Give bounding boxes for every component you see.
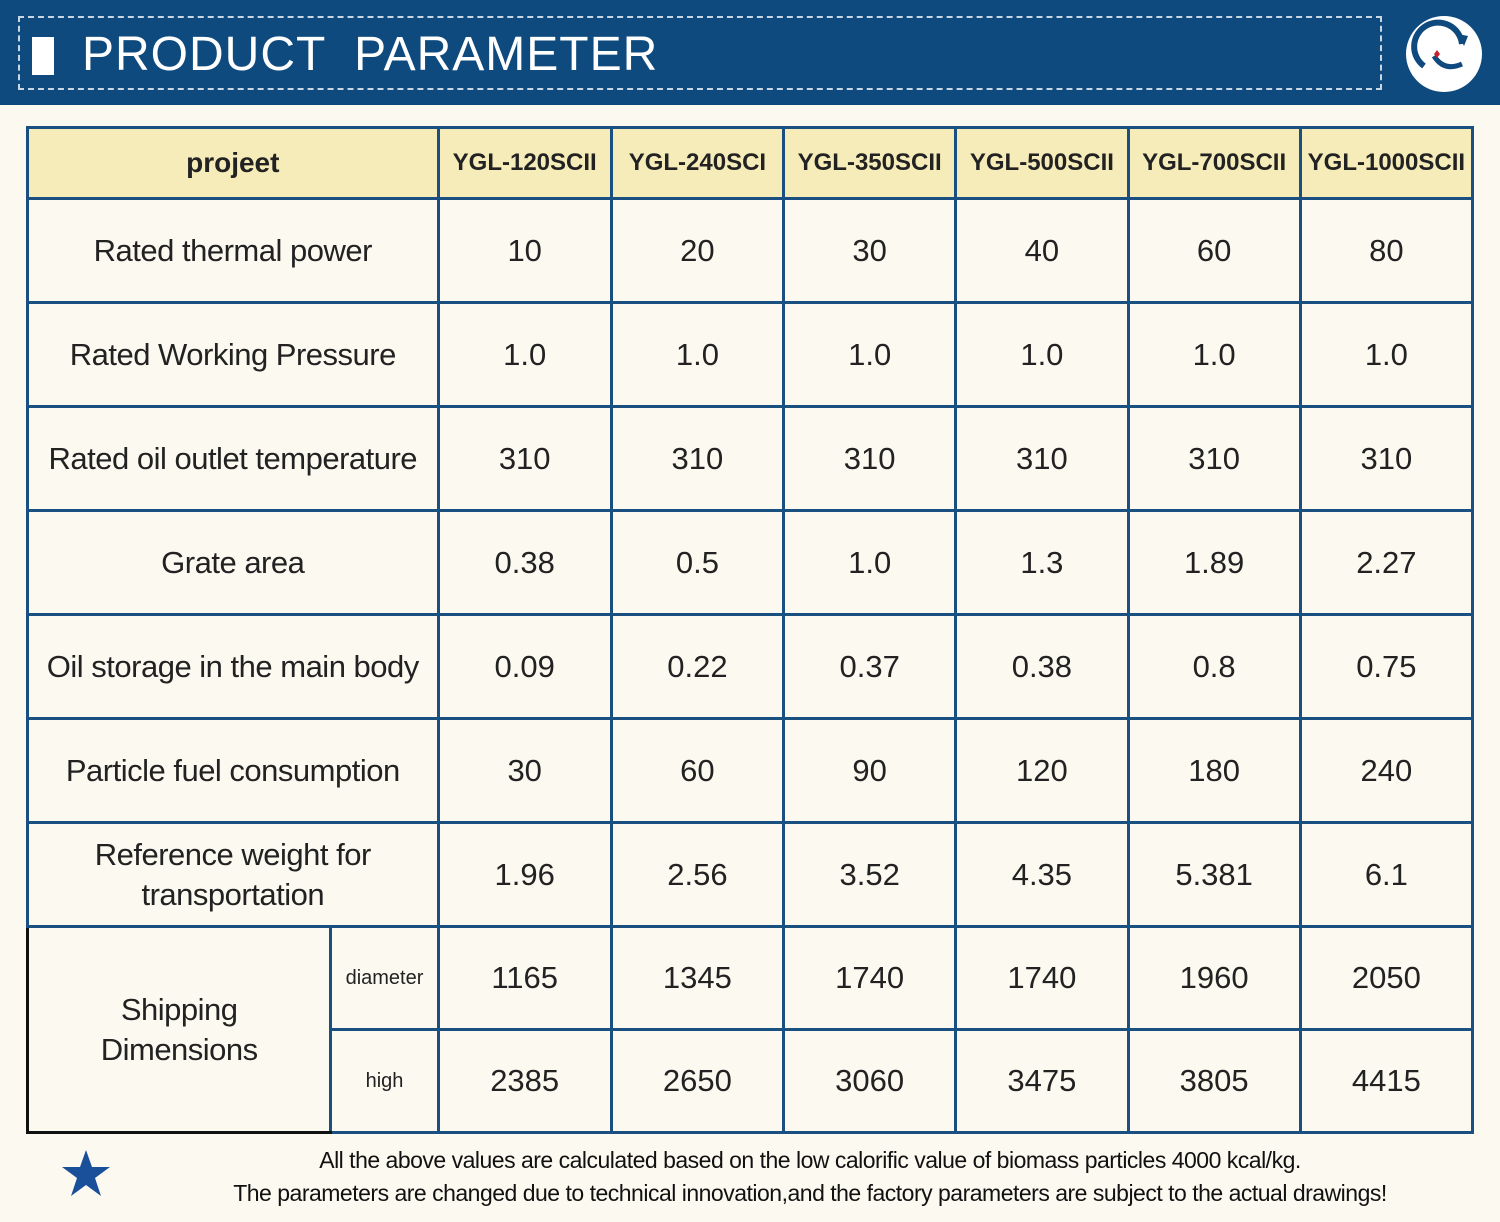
table-cell: 310 bbox=[954, 405, 1130, 512]
header-banner: PRODUCT PARAMETER bbox=[0, 0, 1500, 105]
table-cell: 1.0 bbox=[954, 301, 1130, 408]
table-cell: 2650 bbox=[609, 1028, 786, 1134]
table-cell: 2.27 bbox=[1298, 509, 1475, 616]
table-cell: 1.0 bbox=[782, 509, 958, 616]
page-title: PRODUCT PARAMETER bbox=[82, 28, 659, 81]
table-row: high 2385 2650 3060 3475 3805 4415 bbox=[28, 1028, 1475, 1134]
table-cell: 0.38 bbox=[436, 509, 613, 616]
table-cell: 310 bbox=[1126, 405, 1302, 512]
table-cell: 0.09 bbox=[436, 613, 613, 720]
table-cell: 310 bbox=[1298, 405, 1475, 512]
row-label: Grate area bbox=[26, 509, 440, 616]
table-row: Rated oil outlet temperature 310 310 310… bbox=[26, 405, 1475, 512]
table-row: Reference weight for transportation 1.96… bbox=[26, 821, 1475, 928]
corner-label: projeet bbox=[26, 126, 440, 200]
table-cell: 1.96 bbox=[436, 821, 613, 928]
row-label: Rated thermal power bbox=[26, 197, 440, 304]
model-header: YGL-700SCII bbox=[1126, 126, 1302, 200]
table-cell: 1960 bbox=[1126, 925, 1302, 1031]
star-icon bbox=[62, 1150, 110, 1196]
model-header: YGL-1000SCII bbox=[1298, 126, 1475, 200]
table-cell: 0.75 bbox=[1298, 613, 1475, 720]
table-cell: 0.38 bbox=[954, 613, 1130, 720]
table-cell: 1.3 bbox=[954, 509, 1130, 616]
row-label-line: transportation bbox=[141, 876, 325, 912]
footnote-text: All the above values are calculated base… bbox=[122, 1144, 1498, 1210]
table-cell: 1.0 bbox=[782, 301, 958, 408]
model-header: YGL-500SCII bbox=[954, 126, 1130, 200]
table-cell: 3060 bbox=[782, 1028, 958, 1134]
table-row: Rated Working Pressure 1.0 1.0 1.0 1.0 1… bbox=[26, 301, 1475, 408]
table-cell: 1.0 bbox=[1298, 301, 1475, 408]
model-header: YGL-350SCII bbox=[782, 126, 958, 200]
table-cell: 40 bbox=[954, 197, 1130, 304]
table-cell: 310 bbox=[436, 405, 613, 512]
table-cell: 1740 bbox=[954, 925, 1130, 1031]
table-cell: 120 bbox=[954, 717, 1130, 824]
table-row: Shipping Dimensions diameter 1165 1345 1… bbox=[25, 925, 1475, 1134]
table-row: Particle fuel consumption 30 60 90 120 1… bbox=[26, 717, 1475, 824]
model-header: YGL-240SCI bbox=[609, 126, 786, 200]
table-cell: 240 bbox=[1298, 717, 1475, 824]
table-cell: 90 bbox=[782, 717, 958, 824]
table-cell: 0.8 bbox=[1126, 613, 1302, 720]
table-cell: 30 bbox=[436, 717, 613, 824]
table-row: Rated thermal power 10 20 30 40 60 80 bbox=[26, 197, 1475, 304]
table-cell: 1.89 bbox=[1126, 509, 1302, 616]
table-cell: 2050 bbox=[1298, 925, 1475, 1031]
table-cell: 1.0 bbox=[436, 301, 613, 408]
table-cell: 0.22 bbox=[609, 613, 786, 720]
table-cell: 80 bbox=[1298, 197, 1475, 304]
table-cell: 1.0 bbox=[609, 301, 786, 408]
table-row: Grate area 0.38 0.5 1.0 1.3 1.89 2.27 bbox=[26, 509, 1475, 616]
table-cell: 3475 bbox=[954, 1028, 1130, 1134]
shipping-dimensions-label: Shipping Dimensions bbox=[25, 925, 333, 1134]
table-cell: 3.52 bbox=[782, 821, 958, 928]
table-cell: 20 bbox=[609, 197, 786, 304]
sub-label-diameter: diameter bbox=[329, 925, 440, 1031]
parameter-table: projeet YGL-120SCII YGL-240SCI YGL-350SC… bbox=[25, 126, 1475, 1134]
table-cell: 6.1 bbox=[1298, 821, 1475, 928]
footnote-line: All the above values are calculated base… bbox=[319, 1147, 1301, 1173]
table-header-row: projeet YGL-120SCII YGL-240SCI YGL-350SC… bbox=[26, 126, 1475, 200]
table-cell: 1165 bbox=[436, 925, 613, 1031]
company-logo-icon bbox=[1406, 16, 1482, 92]
table-cell: 180 bbox=[1126, 717, 1302, 824]
table-cell: 2385 bbox=[436, 1028, 613, 1134]
footnote: All the above values are calculated base… bbox=[60, 1142, 1480, 1214]
footnote-line: The parameters are changed due to techni… bbox=[233, 1180, 1387, 1206]
row-label-line: Shipping bbox=[120, 991, 238, 1027]
table-cell: 60 bbox=[1126, 197, 1302, 304]
header-dashed-frame bbox=[18, 16, 1382, 90]
table-cell: 2.56 bbox=[609, 821, 786, 928]
table-cell: 1.0 bbox=[1126, 301, 1302, 408]
row-label: Particle fuel consumption bbox=[26, 717, 440, 824]
header-bar-icon bbox=[32, 37, 54, 75]
table-cell: 0.37 bbox=[782, 613, 958, 720]
table-cell: 1345 bbox=[609, 925, 786, 1031]
model-header: YGL-120SCII bbox=[436, 126, 613, 200]
sub-label-high: high bbox=[329, 1028, 440, 1134]
row-label-line: Reference weight for bbox=[94, 836, 372, 872]
table-cell: 0.5 bbox=[609, 509, 786, 616]
row-label: Rated Working Pressure bbox=[26, 301, 440, 408]
table-row: Oil storage in the main body 0.09 0.22 0… bbox=[26, 613, 1475, 720]
table-cell: 30 bbox=[782, 197, 958, 304]
table-cell: 310 bbox=[782, 405, 958, 512]
table-cell: 3805 bbox=[1126, 1028, 1302, 1134]
table-cell: 5.381 bbox=[1126, 821, 1302, 928]
table-cell: 1740 bbox=[782, 925, 958, 1031]
row-label: Oil storage in the main body bbox=[26, 613, 440, 720]
table-cell: 10 bbox=[436, 197, 613, 304]
table-cell: 310 bbox=[609, 405, 786, 512]
row-label: Rated oil outlet temperature bbox=[26, 405, 440, 512]
row-label: Reference weight for transportation bbox=[26, 821, 440, 928]
table-cell: 4415 bbox=[1298, 1028, 1475, 1134]
row-label-line: Dimensions bbox=[100, 1031, 258, 1067]
table-cell: 4.35 bbox=[954, 821, 1130, 928]
table-cell: 60 bbox=[609, 717, 786, 824]
